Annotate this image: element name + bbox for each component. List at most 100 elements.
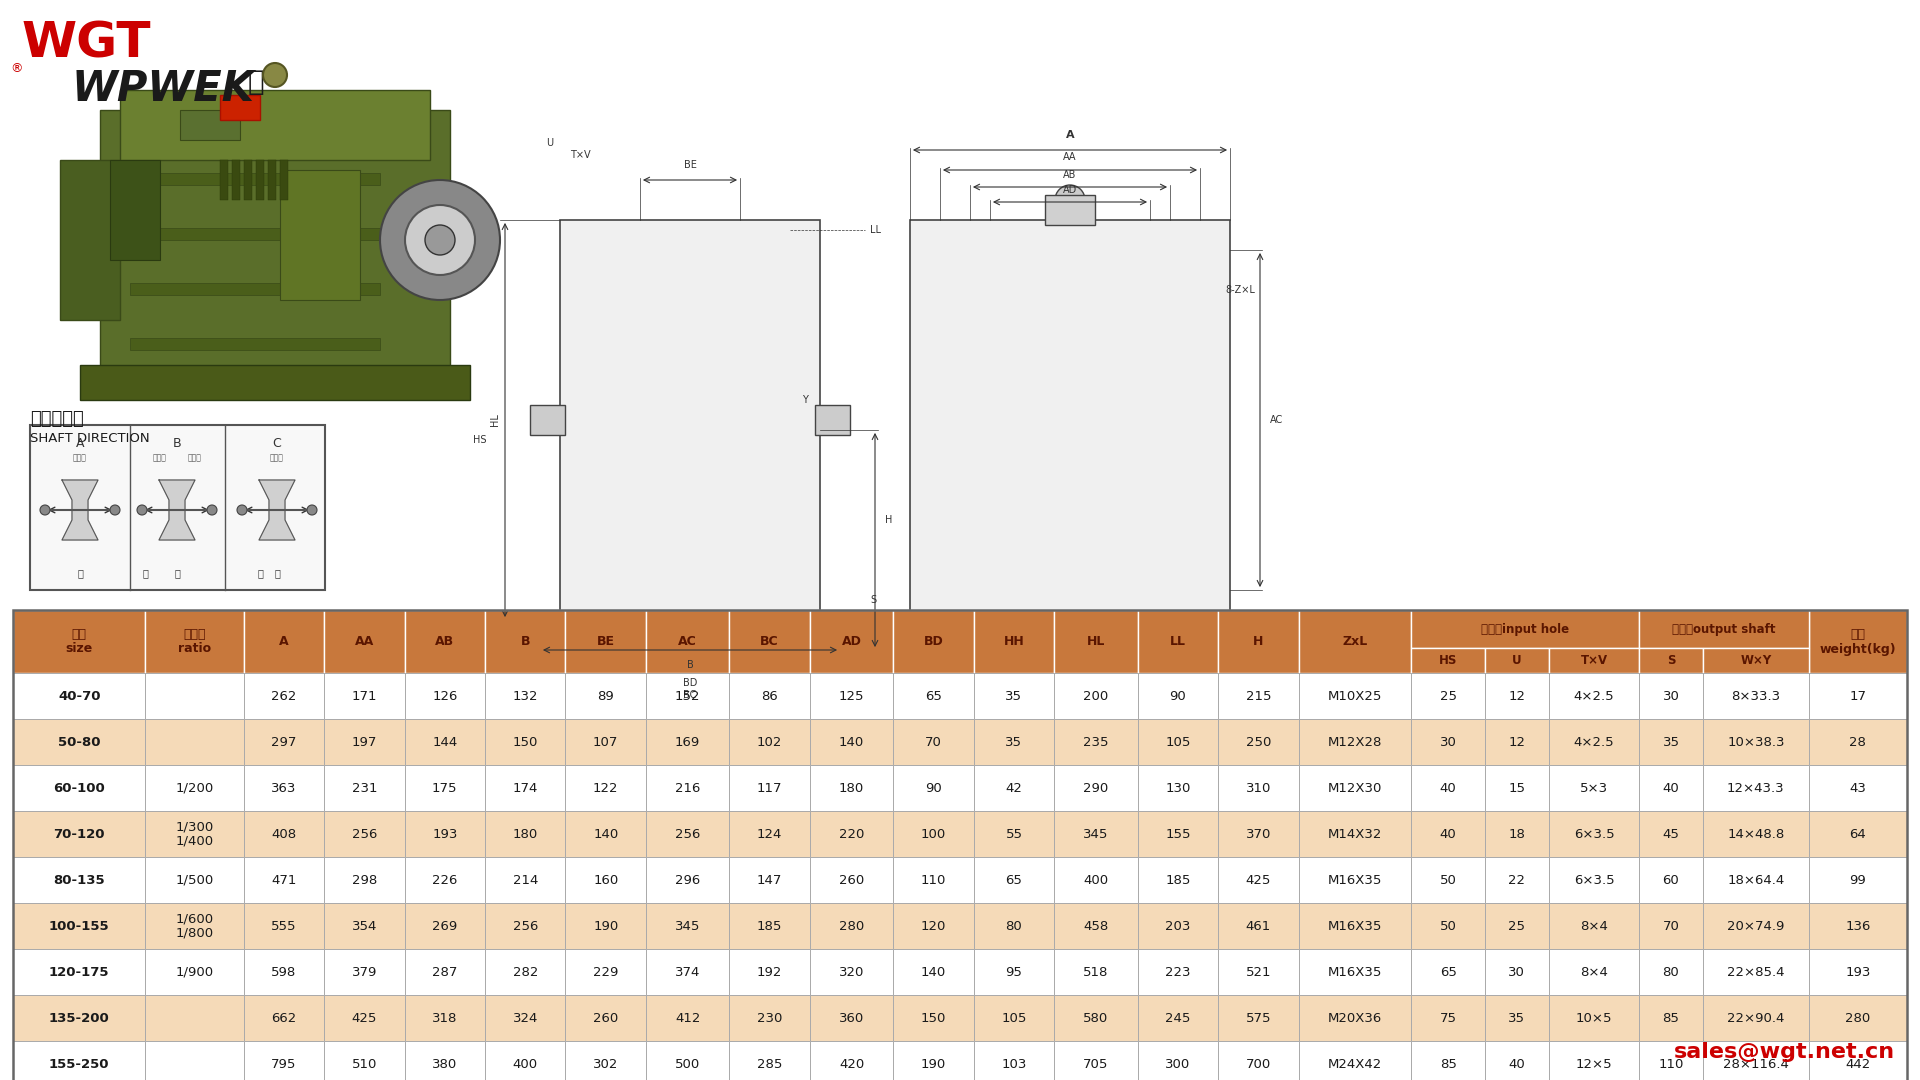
Text: 169: 169	[676, 735, 701, 748]
Text: WGT: WGT	[21, 21, 152, 68]
Text: 1/900: 1/900	[175, 966, 213, 978]
Bar	[1054, 811, 1139, 858]
Text: 250: 250	[1246, 735, 1271, 748]
Bar	[1640, 858, 1703, 903]
Text: HS: HS	[1438, 654, 1457, 667]
Bar	[810, 995, 893, 1041]
Text: 122: 122	[593, 782, 618, 795]
Bar	[146, 765, 244, 811]
Text: 521: 521	[1246, 966, 1271, 978]
Text: 86: 86	[760, 689, 778, 702]
Bar	[405, 719, 486, 765]
Bar	[1703, 765, 1809, 811]
Text: 214: 214	[513, 874, 538, 887]
Circle shape	[941, 291, 1200, 550]
Text: 300: 300	[1165, 1057, 1190, 1070]
Text: 354: 354	[351, 919, 376, 932]
Bar	[100, 110, 449, 370]
Bar	[1298, 858, 1411, 903]
Text: A: A	[75, 437, 84, 450]
Text: 269: 269	[432, 919, 457, 932]
Text: 374: 374	[676, 966, 701, 978]
Text: 380: 380	[432, 1057, 457, 1070]
Text: 28×116.4: 28×116.4	[1722, 1057, 1789, 1070]
Text: 40: 40	[1663, 782, 1680, 795]
Text: 22×85.4: 22×85.4	[1728, 966, 1784, 978]
Bar	[645, 858, 730, 903]
Text: 144: 144	[432, 735, 457, 748]
Bar	[1703, 903, 1809, 949]
Text: 50: 50	[1440, 919, 1457, 932]
Bar	[910, 220, 1231, 620]
Bar	[244, 903, 324, 949]
Text: B: B	[520, 635, 530, 648]
Text: A: A	[278, 635, 288, 648]
Text: 282: 282	[513, 966, 538, 978]
Bar	[973, 673, 1054, 719]
Text: 35: 35	[1006, 689, 1023, 702]
Text: 85: 85	[1663, 1012, 1680, 1025]
Bar	[324, 903, 405, 949]
Text: 461: 461	[1246, 919, 1271, 932]
Bar	[973, 995, 1054, 1041]
Bar	[244, 1041, 324, 1080]
Text: 90: 90	[925, 782, 943, 795]
Bar	[1054, 673, 1139, 719]
Bar	[1484, 995, 1549, 1041]
Text: 185: 185	[756, 919, 781, 932]
Text: 318: 318	[432, 1012, 457, 1025]
Text: 65: 65	[925, 689, 943, 702]
Bar	[1217, 903, 1298, 949]
Bar	[1139, 903, 1217, 949]
Bar	[566, 811, 645, 858]
Text: 216: 216	[676, 782, 701, 795]
Text: 160: 160	[593, 874, 618, 887]
Bar	[1217, 610, 1298, 673]
Circle shape	[680, 519, 701, 540]
Text: 入: 入	[275, 568, 280, 578]
Text: B: B	[173, 437, 180, 450]
Bar	[486, 811, 566, 858]
Bar	[1217, 719, 1298, 765]
Bar	[1809, 949, 1907, 995]
Bar	[13, 1041, 146, 1080]
Text: 302: 302	[593, 1057, 618, 1070]
Circle shape	[670, 260, 710, 300]
Bar	[730, 949, 810, 995]
Bar	[1549, 719, 1640, 765]
Bar	[893, 811, 973, 858]
Text: 6×3.5: 6×3.5	[1574, 827, 1615, 840]
Text: 20×74.9: 20×74.9	[1728, 919, 1784, 932]
Bar	[486, 949, 566, 995]
Circle shape	[1194, 235, 1215, 255]
Text: 18: 18	[1509, 827, 1524, 840]
Circle shape	[979, 330, 1160, 510]
Bar	[810, 610, 893, 673]
Circle shape	[952, 411, 968, 428]
Text: 324: 324	[513, 1012, 538, 1025]
Bar	[810, 949, 893, 995]
Bar	[405, 903, 486, 949]
Bar	[1549, 765, 1640, 811]
Text: 280: 280	[1845, 1012, 1870, 1025]
Text: 260: 260	[593, 1012, 618, 1025]
Text: BE: BE	[684, 160, 697, 170]
Circle shape	[572, 472, 588, 488]
Text: 15: 15	[1509, 782, 1524, 795]
Circle shape	[207, 505, 217, 515]
Text: M24X42: M24X42	[1329, 1057, 1382, 1070]
Text: 重量
weight(kg): 重量 weight(kg)	[1820, 627, 1897, 656]
Text: 65: 65	[1006, 874, 1023, 887]
Text: AC: AC	[1269, 415, 1283, 426]
Bar	[645, 1041, 730, 1080]
Bar	[1054, 1041, 1139, 1080]
Bar	[730, 903, 810, 949]
Bar	[1217, 765, 1298, 811]
Text: 120: 120	[922, 919, 947, 932]
Bar	[486, 858, 566, 903]
Bar	[1549, 673, 1640, 719]
Text: 193: 193	[432, 827, 457, 840]
Text: 120-175: 120-175	[50, 966, 109, 978]
Text: 25: 25	[1440, 689, 1457, 702]
Text: 360: 360	[839, 1012, 864, 1025]
